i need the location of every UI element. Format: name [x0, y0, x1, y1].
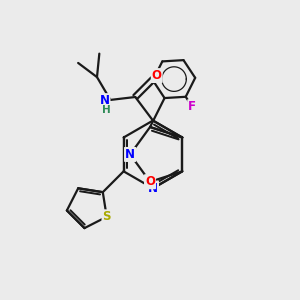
- Text: O: O: [145, 175, 155, 188]
- Text: N: N: [125, 148, 135, 161]
- Text: S: S: [102, 210, 111, 223]
- Text: N: N: [100, 94, 110, 107]
- Text: H: H: [102, 105, 110, 115]
- Text: O: O: [145, 175, 155, 188]
- Text: O: O: [152, 69, 162, 82]
- Text: N: N: [125, 148, 135, 161]
- Text: F: F: [188, 100, 196, 113]
- Text: N: N: [148, 182, 158, 195]
- Text: N: N: [148, 182, 158, 195]
